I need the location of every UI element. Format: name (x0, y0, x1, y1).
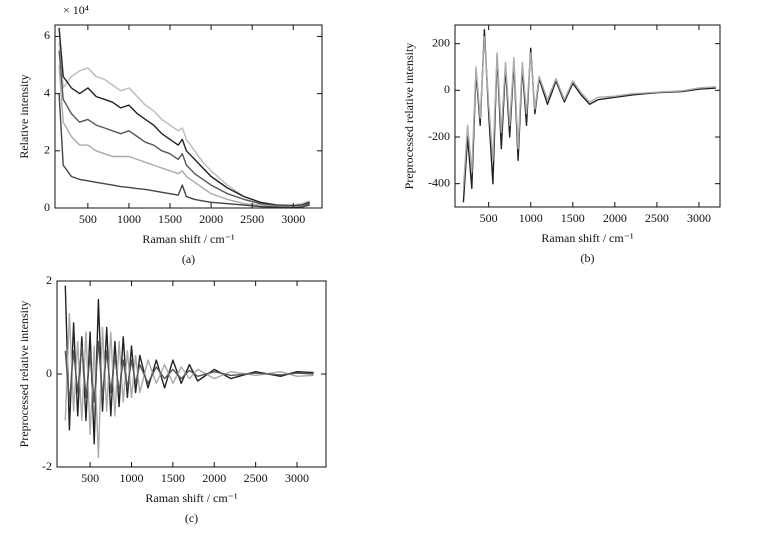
x-tick-label: 500 (79, 212, 97, 226)
y-axis-label: Preprocessed relative intensity (17, 301, 31, 448)
plot-frame (454, 24, 721, 208)
spectrum-line (462, 36, 716, 189)
spectrum-line (58, 50, 310, 208)
x-tick-label: 2000 (603, 211, 627, 225)
spectrum-line (64, 312, 314, 459)
y-tick-label: 0 (46, 366, 52, 380)
y-tick-label: 0 (444, 82, 450, 96)
spectrum-line (64, 285, 314, 445)
x-tick-label: 500 (81, 471, 99, 485)
y-tick-label: 4 (44, 85, 50, 99)
y-axis-label: Relative intensity (17, 74, 31, 158)
y-tick-label: -2 (42, 459, 52, 473)
x-axis-label: Raman shift / cm⁻¹ (541, 231, 634, 245)
x-tick-label: 1000 (119, 471, 143, 485)
y-tick-label: 2 (46, 273, 52, 287)
x-tick-label: 2000 (199, 212, 223, 226)
y-tick-label: 2 (44, 143, 50, 157)
spectrum-line (64, 340, 314, 403)
y-axis-label: Preprocessed relative intensity (402, 43, 416, 190)
spectrum-line (462, 29, 716, 203)
x-tick-label: 1500 (161, 471, 185, 485)
x-tick-label: 3000 (687, 211, 711, 225)
x-tick-label: 1000 (519, 211, 543, 225)
panel-caption: (a) (182, 252, 195, 266)
panel-caption: (b) (581, 251, 595, 265)
y-tick-label: -400 (428, 175, 450, 189)
x-tick-label: 2000 (202, 471, 226, 485)
y-tick-label: 0 (44, 200, 50, 214)
x-tick-label: 1500 (158, 212, 182, 226)
y-tick-label: -200 (428, 129, 450, 143)
x-tick-label: 1000 (117, 212, 141, 226)
x-axis-label: Raman shift / cm⁻¹ (142, 232, 235, 246)
spectrum-line (58, 27, 310, 207)
x-tick-label: 1500 (561, 211, 585, 225)
y-tick-label: 200 (432, 35, 450, 49)
y-tick-label: 6 (44, 28, 50, 42)
x-axis-label: Raman shift / cm⁻¹ (145, 491, 238, 505)
x-tick-label: 500 (480, 211, 498, 225)
x-tick-label: 2500 (645, 211, 669, 225)
x-tick-label: 2500 (240, 212, 264, 226)
panel-caption: (c) (185, 511, 198, 525)
x-tick-label: 2500 (244, 471, 268, 485)
x-tick-label: 3000 (281, 212, 305, 226)
x-tick-label: 3000 (285, 471, 309, 485)
plot-frame (54, 24, 323, 209)
y-multiplier: × 10⁴ (63, 3, 89, 17)
spectrum-line (58, 42, 310, 206)
